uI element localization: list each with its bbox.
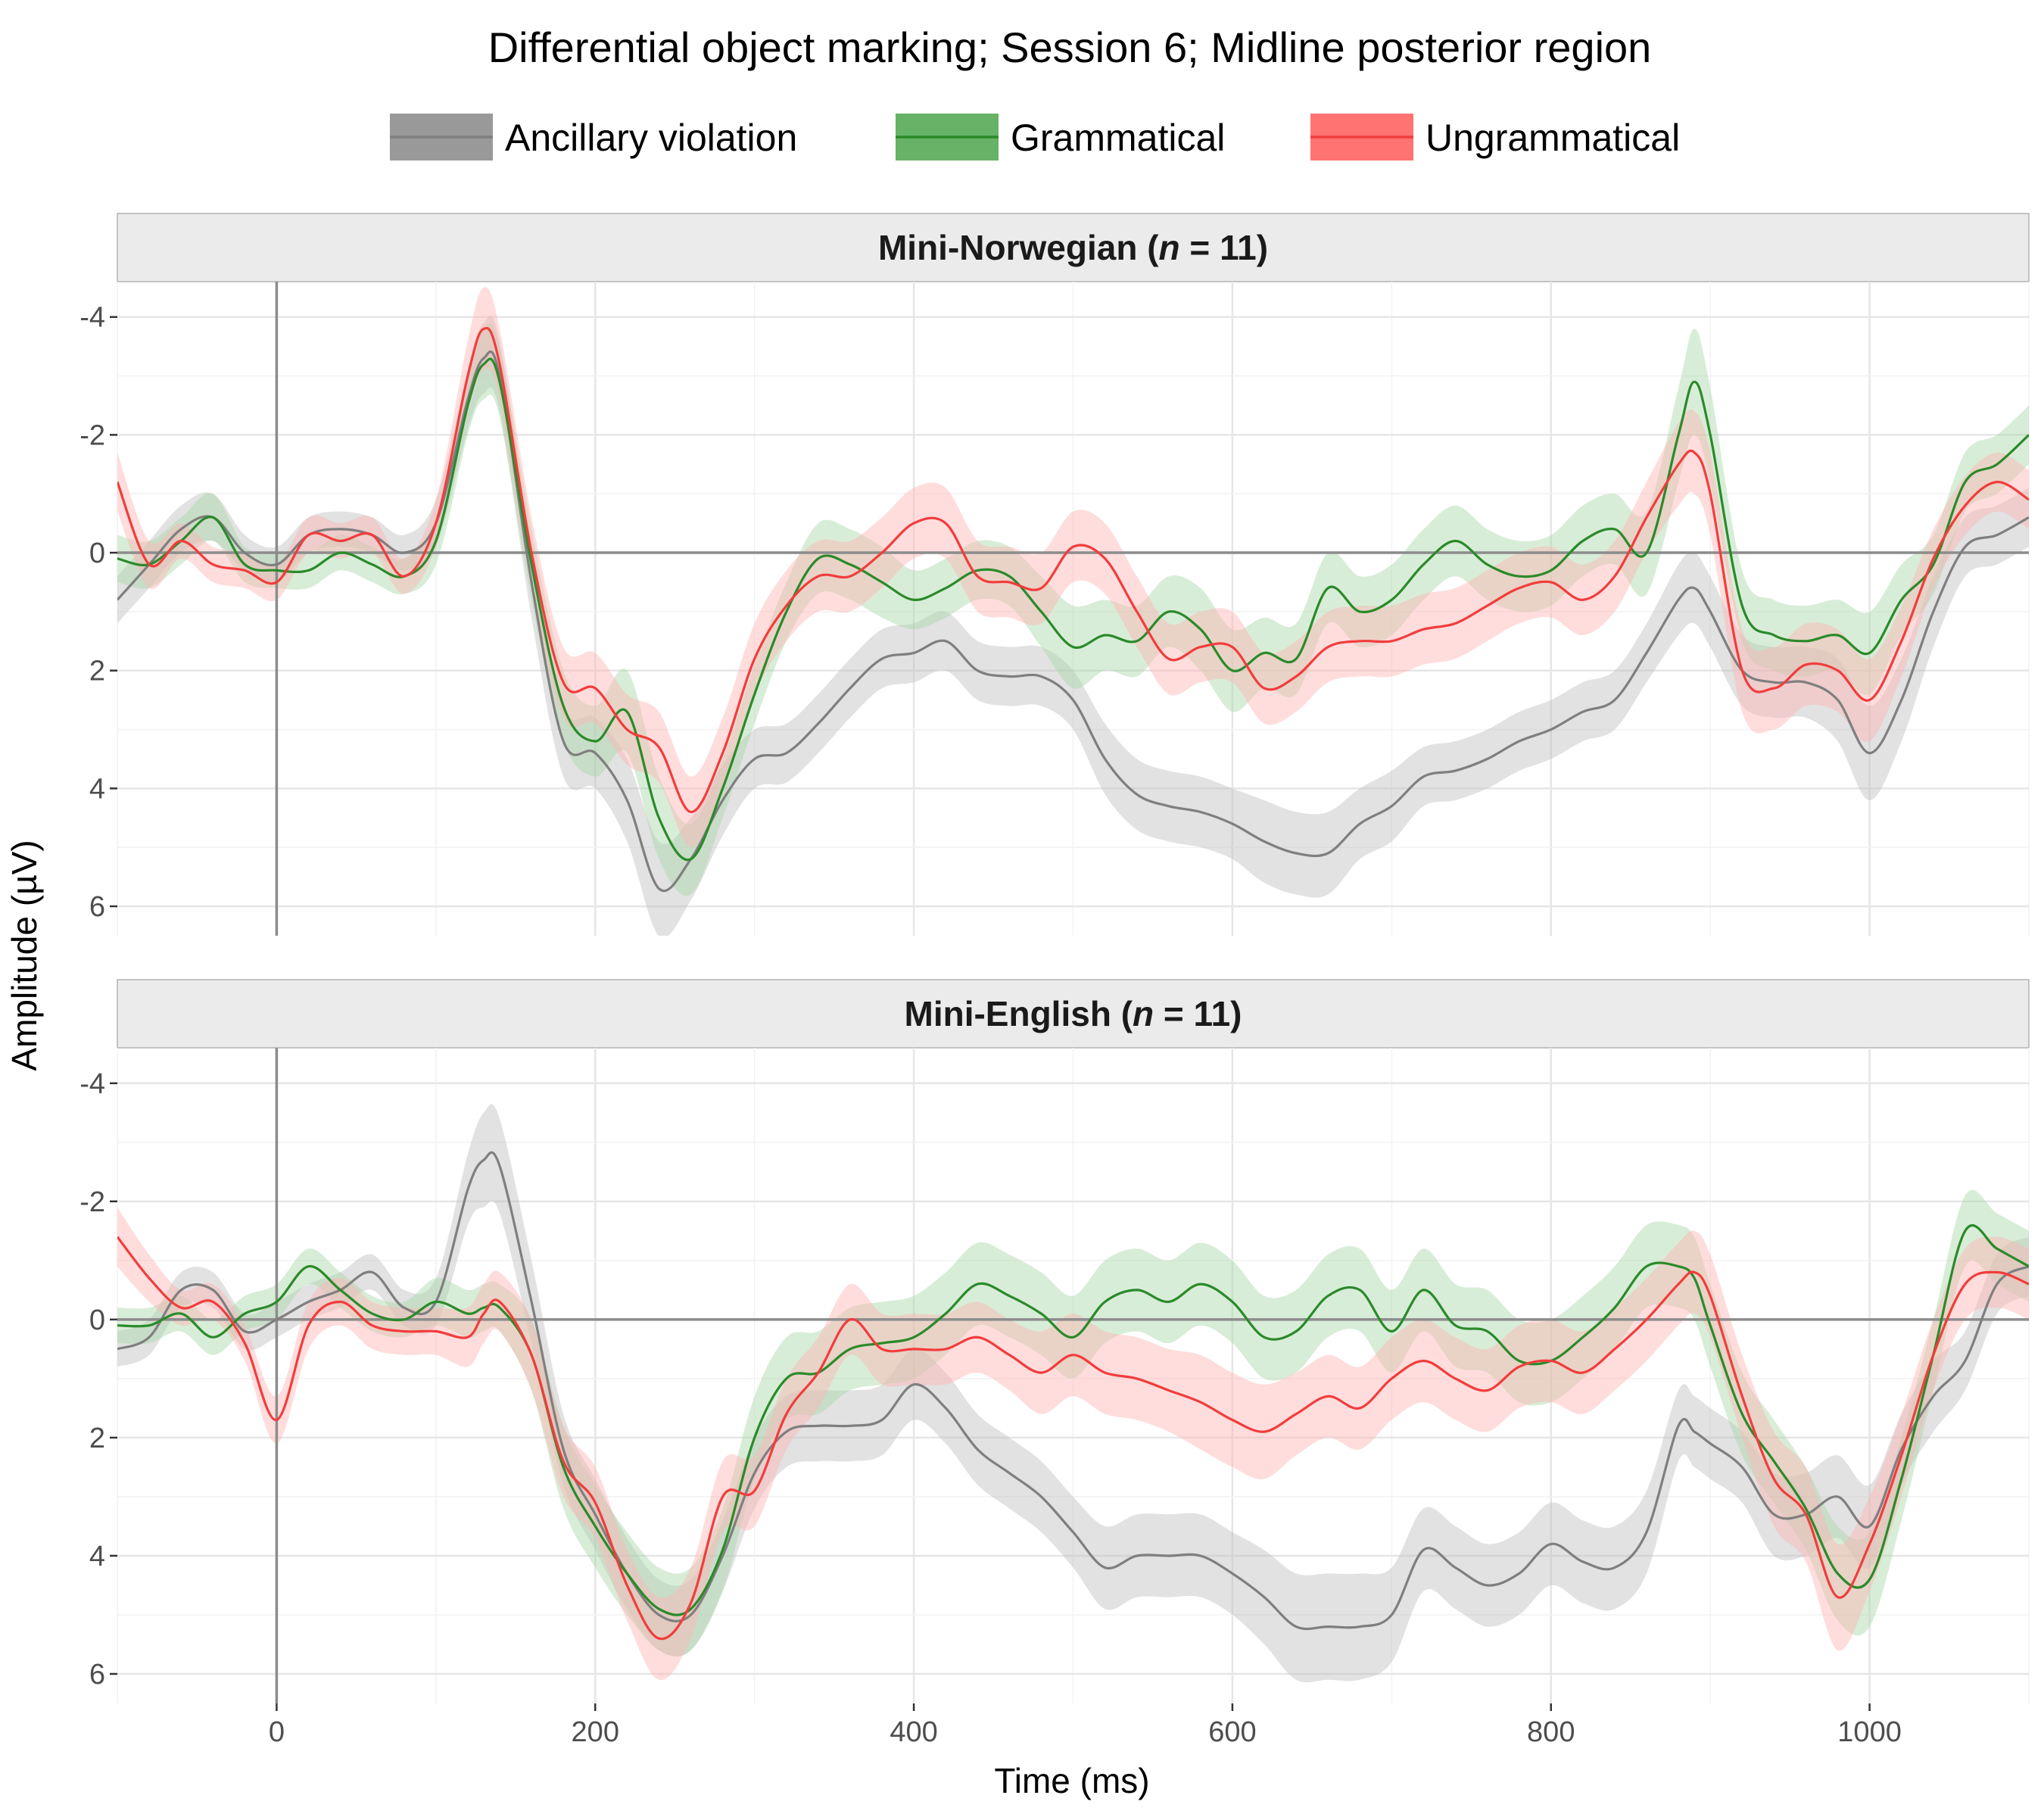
series-line [117,357,2029,862]
y-tick-label: -4 [79,302,105,334]
series-band [117,1189,2029,1656]
y-tick-label: 0 [89,1304,105,1336]
legend-label: Ancillary violation [505,117,797,159]
legend-label: Grammatical [1011,117,1225,159]
panel-strip-label: Mini-English (n = 11) [905,994,1242,1033]
legend-item: Ancillary violation [390,114,797,161]
strip-suffix: = 11) [1180,228,1268,267]
strip-n: n [1159,228,1180,267]
y-tick-label: -4 [79,1068,105,1100]
y-tick-label: 6 [89,1659,105,1691]
series-band [117,287,2029,848]
legend: Ancillary violation Grammatical Ungrammati… [390,114,1680,161]
x-tick-label: 200 [572,1716,619,1748]
y-tick-label: 2 [89,656,105,687]
series-band [117,1104,2029,1683]
y-tick-label: -2 [79,1186,105,1218]
strip-n: n [1133,994,1154,1033]
legend-label: Ungrammatical [1426,117,1680,159]
x-tick-label: 0 [269,1716,285,1748]
series-line [117,1236,2029,1641]
x-tick-label: 400 [890,1716,937,1748]
series-band [117,1207,2029,1681]
legend-item: Ungrammatical [1310,114,1680,161]
plot-area [117,282,2029,936]
x-tick-label: 600 [1208,1716,1256,1748]
panels: Mini-Norwegian (n = 11)-4-20246Mini-Engl… [79,213,2030,1748]
panel-strip [117,979,2030,1049]
series-line [117,1224,2029,1616]
y-tick-label: 6 [89,891,105,923]
x-axis: 0 200 400 600 800 1000 [269,1703,1902,1748]
panel: Mini-English (n = 11) -4 -2 0 2 4 6 [79,979,2030,1703]
plot-title: Differential object marking; Session 6; … [488,23,1652,71]
y-tick-label: 2 [89,1423,105,1454]
y-tick-label: -2 [79,419,105,451]
series-line [117,326,2029,814]
panel-strip-label: Mini-Norwegian (n = 11) [878,228,1268,267]
y-tick-label: 4 [89,773,105,805]
x-tick-label: 800 [1527,1716,1575,1748]
series-band [117,316,2029,936]
x-axis-title: Time (ms) [994,1761,1149,1800]
x-tick-label: 1000 [1837,1716,1902,1748]
legend-item: Grammatical [896,114,1225,161]
strip-prefix: Mini-Norwegian ( [878,228,1159,267]
y-axis-title: Amplitude (µV) [5,840,44,1071]
panel: Mini-Norwegian (n = 11) -4 -2 0 2 4 6 [79,213,2030,936]
strip-suffix: = 11) [1154,994,1242,1033]
series-line [117,1151,2029,1631]
plot-area [117,1048,2029,1703]
series-line [117,350,2029,893]
y-tick-label: 0 [89,538,105,569]
y-tick-label: 4 [89,1541,105,1572]
panel-strip [117,213,2030,282]
strip-prefix: Mini-English ( [905,994,1133,1033]
